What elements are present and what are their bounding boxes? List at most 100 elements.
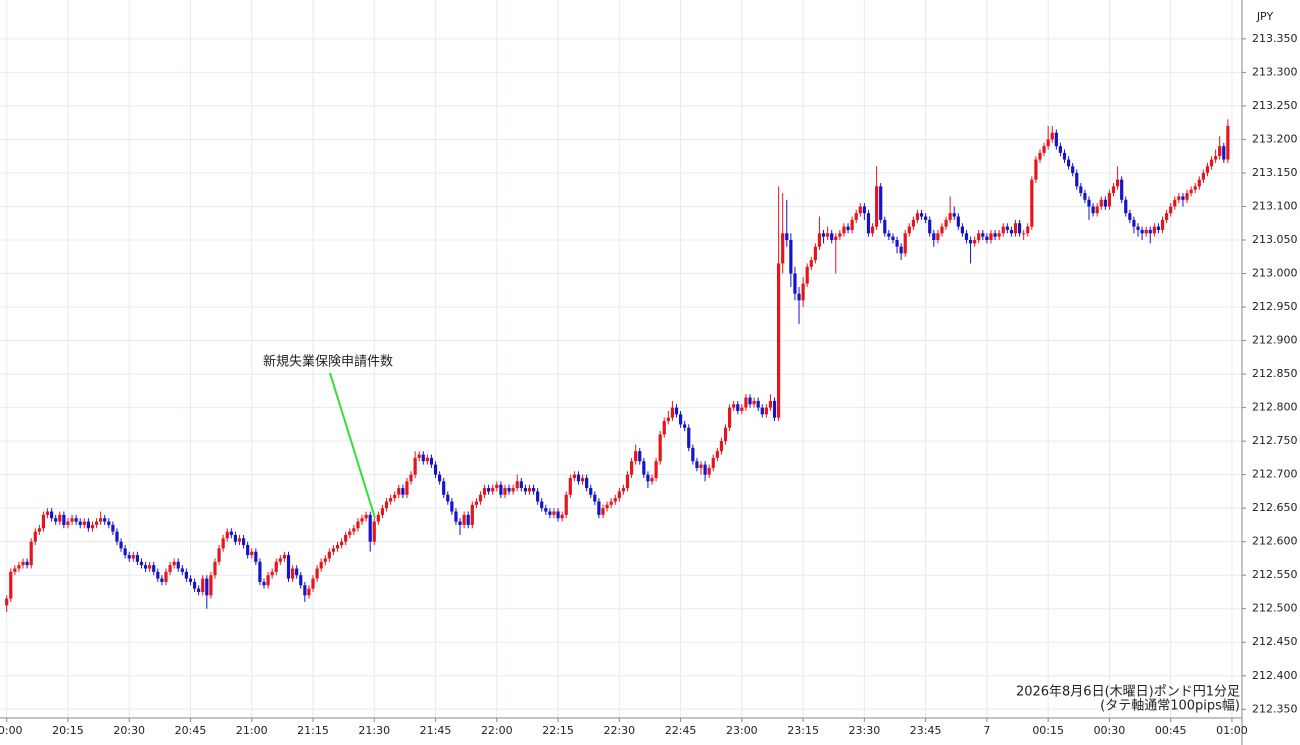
candle-body: [674, 407, 679, 415]
candle-body: [1132, 219, 1136, 227]
y-axis: 212.350 212.400 212.450 212.500 212.550 212.6…: [1242, 32, 1298, 715]
candle-body: [364, 514, 368, 519]
candle-body: [503, 488, 507, 495]
candle-body: [221, 538, 225, 549]
candle-body: [66, 521, 70, 525]
candle-body: [148, 565, 152, 569]
candle-body: [372, 521, 376, 542]
candle-body: [989, 233, 993, 241]
candle-body: [662, 421, 666, 435]
candle-body: [936, 233, 940, 241]
candle-body: [70, 518, 74, 522]
candle-body: [711, 457, 715, 468]
candle-body: [474, 501, 478, 505]
candle-body: [858, 206, 862, 214]
candle-body: [1201, 172, 1205, 180]
y-tick-label: 213.150: [1252, 166, 1298, 179]
candle-body: [764, 407, 768, 415]
candle-body: [952, 213, 956, 217]
candle-body: [805, 266, 809, 284]
candle-body: [384, 501, 389, 509]
candle-body: [266, 575, 270, 586]
candle-body: [1185, 193, 1189, 200]
candle-body: [1169, 206, 1173, 214]
x-tick-label: 7: [983, 724, 990, 737]
candle-body: [74, 518, 78, 522]
x-tick-label: 22:45: [665, 724, 697, 737]
candle-body: [703, 464, 707, 475]
candle-body: [678, 414, 683, 425]
candle-body: [348, 531, 352, 535]
candle-body: [891, 236, 895, 241]
candle-body: [184, 571, 189, 579]
candle-body: [866, 213, 871, 234]
candle-body: [458, 521, 462, 525]
candle-body: [164, 571, 168, 582]
candle-body: [977, 233, 981, 241]
candle-body: [1152, 226, 1156, 234]
candle-body: [433, 464, 438, 475]
candle-body: [421, 454, 425, 462]
candle-body: [462, 514, 466, 525]
candle-body: [515, 481, 519, 489]
candle-body: [1136, 226, 1140, 230]
candle-body: [511, 488, 515, 492]
grid: [0, 0, 1242, 718]
candle-body: [233, 534, 238, 542]
footnote: (タテ軸通常100pips幅): [1100, 699, 1240, 714]
candle-body: [397, 488, 401, 495]
candle-body: [368, 514, 372, 542]
candle-body: [156, 571, 160, 579]
candle-body: [1062, 152, 1067, 160]
candle-body: [1087, 199, 1091, 207]
candle-body: [968, 240, 973, 244]
y-tick-label: 213.000: [1252, 267, 1298, 280]
x-tick-label: 21:30: [358, 724, 390, 737]
candle-body: [499, 484, 503, 495]
candle-body: [568, 477, 572, 495]
y-tick-label: 212.750: [1252, 434, 1298, 447]
candle-body: [217, 548, 221, 562]
candle-body: [25, 561, 29, 566]
x-tick-label: 20:45: [175, 724, 207, 737]
y-tick-label: 213.100: [1252, 199, 1298, 212]
candle-body: [736, 404, 740, 411]
candle-body: [744, 397, 748, 408]
candle-body: [621, 488, 626, 492]
candle-body: [62, 514, 66, 525]
candle-body: [1124, 199, 1128, 214]
candle-body: [870, 226, 875, 234]
y-tick-label: 212.550: [1252, 568, 1298, 581]
candle-body: [650, 477, 654, 482]
candle-body: [470, 504, 474, 525]
candle-body: [466, 514, 470, 525]
candle-body: [229, 531, 233, 535]
x-tick-label: 23:00: [726, 724, 758, 737]
x-tick-label: 00:30: [1094, 724, 1126, 737]
candle-body: [344, 534, 348, 542]
candle-body: [37, 528, 41, 532]
candle-body: [1095, 206, 1099, 214]
candle-body: [454, 511, 458, 522]
candle-body: [478, 494, 483, 502]
candle-body: [687, 427, 691, 448]
candle-body: [201, 578, 205, 592]
candle-body: [1197, 179, 1201, 187]
candle-body: [270, 571, 274, 576]
candle-body: [973, 240, 977, 244]
candle-body: [323, 558, 327, 562]
candle-body: [875, 186, 879, 227]
candle-body: [919, 213, 924, 217]
candle-body: [899, 246, 903, 254]
candle-body: [638, 451, 642, 462]
candle-body: [1160, 219, 1165, 230]
candle-body: [1022, 233, 1026, 235]
candle-body: [666, 417, 670, 422]
candle-body: [1115, 179, 1120, 187]
candle-body: [205, 578, 209, 596]
candle-body: [838, 233, 842, 237]
x-tick-label: 21:45: [420, 724, 452, 737]
candle-body: [940, 226, 944, 234]
x-tick-label: 20:00: [0, 724, 23, 737]
candle-body: [299, 575, 303, 586]
